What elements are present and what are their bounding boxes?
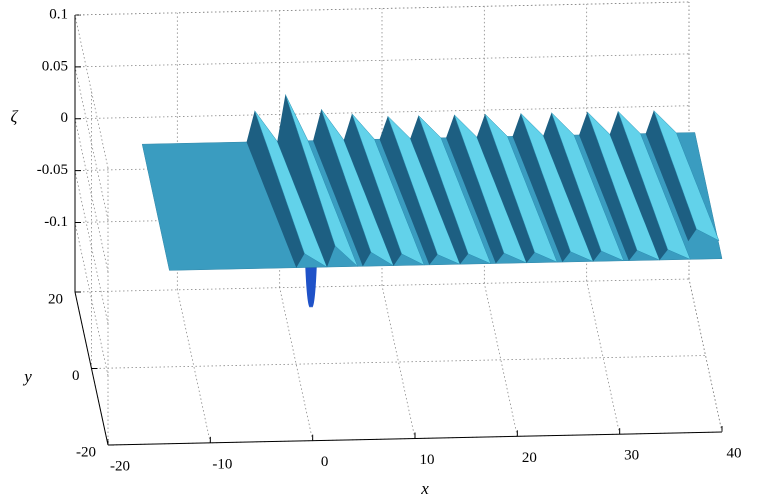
x-tick-label: 20 xyxy=(522,450,537,466)
crest xyxy=(476,113,558,263)
crest-back-face xyxy=(645,110,697,242)
x-tick-label: 40 xyxy=(727,445,742,461)
crest-back-face xyxy=(476,114,535,263)
grid-line xyxy=(381,285,416,439)
crest-back-face xyxy=(446,114,504,264)
crest-back-face xyxy=(246,110,305,268)
z-axis-label: ζ xyxy=(11,107,19,126)
crest-back-face xyxy=(277,94,336,268)
crest-back-face xyxy=(579,112,638,261)
grid-line xyxy=(176,289,211,443)
y-axis xyxy=(74,291,109,446)
crest-front-face xyxy=(285,94,358,267)
crest-front-face xyxy=(617,111,691,260)
crest-back-face xyxy=(512,113,571,263)
y-axis-label: y xyxy=(22,367,32,386)
z-tick-label: -0.05 xyxy=(37,162,68,178)
trough xyxy=(305,259,318,308)
x-tick-label: -20 xyxy=(110,458,130,474)
y-tick-label: -20 xyxy=(76,444,96,460)
z-tick-label: -0.1 xyxy=(44,214,68,230)
y-tick-label: 0 xyxy=(72,368,80,384)
crest xyxy=(645,110,720,242)
crest-back-face xyxy=(609,111,668,261)
crest xyxy=(543,112,625,262)
crest-back-face xyxy=(379,116,438,265)
x-tick-label: 0 xyxy=(321,454,329,470)
crest xyxy=(277,94,358,268)
x-tick-label: -10 xyxy=(212,456,232,472)
z-tick-label: 0 xyxy=(61,110,69,126)
crest xyxy=(609,111,691,261)
crest-back-face xyxy=(343,113,402,266)
crest-front-face xyxy=(551,112,625,262)
x-axis-label: x xyxy=(420,479,429,498)
x-tick-label: 10 xyxy=(420,452,435,468)
x-axis xyxy=(107,431,723,446)
crest-front-face xyxy=(351,113,425,266)
crest-back-face xyxy=(410,115,469,265)
crest-front-face xyxy=(484,113,558,263)
z-tick-label: 0.05 xyxy=(42,58,68,74)
crest-back-face xyxy=(313,109,371,267)
crest xyxy=(410,115,492,265)
z-tick-label: 0.1 xyxy=(49,6,68,22)
x-tick-label: 30 xyxy=(624,448,639,464)
crest xyxy=(343,113,425,266)
crest-front-face xyxy=(418,115,492,265)
grid-line xyxy=(91,355,706,369)
y-tick-label: 20 xyxy=(48,291,63,307)
crest-back-face xyxy=(543,112,602,262)
crest-front-face xyxy=(653,110,720,242)
